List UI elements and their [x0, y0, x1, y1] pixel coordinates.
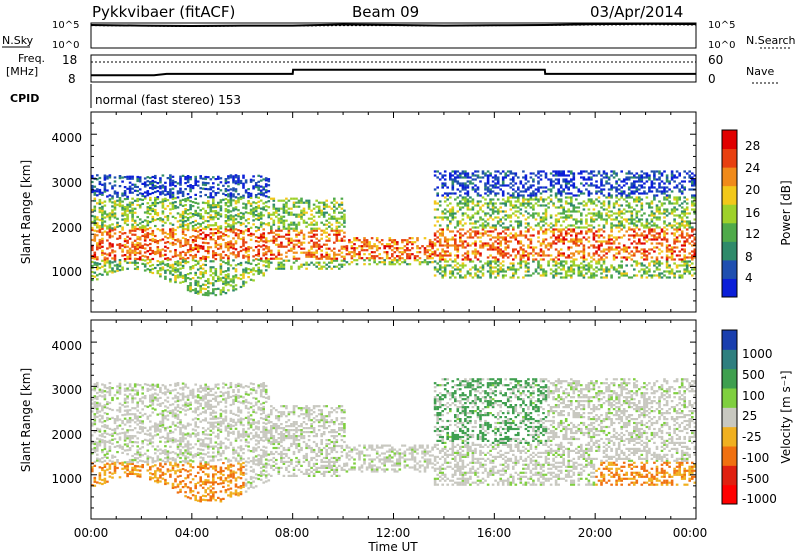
nave-label: Nave: [746, 65, 774, 78]
nsearch-label: N.Search: [746, 34, 796, 47]
noise-tick-right-bottom: 10^0: [708, 40, 735, 51]
xtick-5: 20:00: [578, 526, 613, 540]
freq-tick-top: 18: [62, 53, 77, 67]
pcb-tick-16: 16: [745, 206, 760, 220]
cpid-label: CPID: [10, 92, 39, 105]
power-ytick-4000: 4000: [51, 131, 82, 145]
pcb-tick-24: 24: [745, 161, 760, 175]
power-ylabel: Slant Range [km]: [19, 160, 33, 264]
freq-unit-label: [MHz]: [6, 65, 38, 78]
noise-panel: N.Sky 10^5 10^0 10^5 10^0 N.Search: [2, 20, 796, 51]
vel-ytick-2000: 2000: [51, 428, 82, 442]
vel-ytick-3000: 3000: [51, 383, 82, 397]
freq-line: [91, 70, 696, 76]
pcb-tick-8: 8: [745, 250, 753, 264]
noise-tick-left-bottom: 10^0: [52, 40, 79, 51]
vcb-tick-500: 500: [742, 368, 765, 382]
nave-tick-top: 60: [708, 53, 723, 67]
vcb-tick-m25: -25: [742, 430, 762, 444]
date-title: 03/Apr/2014: [590, 3, 683, 21]
xlabel: Time UT: [367, 540, 418, 554]
vcb-tick-m500: -500: [742, 472, 769, 486]
power-ytick-2000: 2000: [51, 221, 82, 235]
vel-ytick-4000: 4000: [51, 339, 82, 353]
velocity-heatmap: [91, 378, 696, 502]
beam-title: Beam 09: [352, 3, 419, 21]
velocity-panel: [91, 320, 696, 519]
freq-label: Freq.: [18, 52, 45, 65]
power-heatmap: [91, 170, 696, 296]
vel-ytick-1000: 1000: [51, 472, 82, 486]
velocity-cbar-label: Velocity [m s⁻¹]: [779, 370, 793, 463]
noise-tick-left-top: 10^5: [52, 20, 79, 31]
xtick-6: 00:00: [673, 526, 708, 540]
vcb-tick-m1000: -1000: [742, 492, 777, 506]
velocity-ylabel: Slant Range [km]: [19, 368, 33, 472]
vcb-tick-100: 100: [742, 389, 765, 403]
vcb-tick-1000: 1000: [742, 347, 773, 361]
nsky-line: [91, 24, 696, 26]
freq-tick-bottom: 8: [68, 72, 76, 86]
cpid-text: normal (fast stereo) 153: [95, 93, 241, 107]
freq-panel: Freq. [MHz] 18 8 60 0 Nave: [6, 52, 778, 86]
power-cbar-label: Power [dB]: [779, 180, 793, 245]
power-ytick-1000: 1000: [51, 265, 82, 279]
nave-tick-bottom: 0: [708, 72, 716, 86]
pcb-tick-12: 12: [745, 227, 760, 241]
xtick-1: 04:00: [175, 526, 210, 540]
pcb-tick-28: 28: [745, 139, 760, 153]
station-title: Pykkvibaer (fitACF): [92, 3, 235, 21]
vcb-tick-m100: -100: [742, 451, 769, 465]
pcb-tick-4: 4: [745, 271, 753, 285]
nsky-label: N.Sky: [2, 34, 34, 47]
xtick-4: 16:00: [477, 526, 512, 540]
power-colorbar: 4 8 12 16 20 24 28 Power [dB]: [722, 130, 793, 298]
velocity-colorbar: 1000 500 100 25 -25 -100 -500 -1000 Velo…: [722, 330, 793, 506]
power-panel: [91, 112, 696, 312]
noise-tick-right-top: 10^5: [708, 20, 735, 31]
power-ytick-3000: 3000: [51, 176, 82, 190]
xtick-0: 00:00: [74, 526, 109, 540]
xtick-2: 08:00: [275, 526, 310, 540]
pcb-tick-20: 20: [745, 183, 760, 197]
xtick-3: 12:00: [376, 526, 411, 540]
vcb-tick-25: 25: [742, 409, 757, 423]
